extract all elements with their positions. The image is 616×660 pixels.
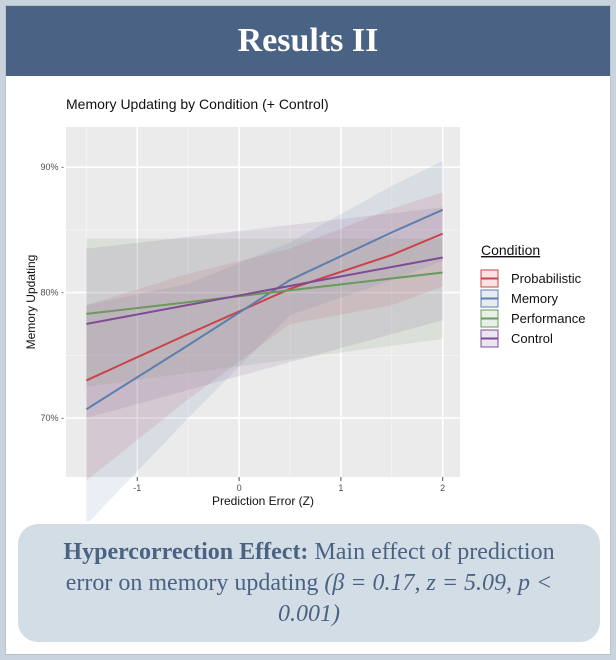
ribbon-probabilistic (86, 192, 443, 481)
results-panel: Results II Memory Updating by Condition … (5, 5, 611, 655)
slide-title: Results II (237, 22, 379, 59)
legend-label-memory: Memory (511, 291, 558, 306)
line-probabilistic (85, 232, 444, 382)
ribbon-performance (86, 238, 443, 387)
summary-body: Main effect of prediction error on memor… (65, 538, 555, 596)
line-memory (85, 208, 444, 411)
x-tick-label: -1 (133, 483, 141, 493)
confidence-ribbons (86, 160, 443, 521)
legend-label-performance: Performance (511, 311, 585, 326)
chart-area: Memory Updating by Condition (+ Control)… (6, 76, 610, 521)
memory-updating-chart: Memory Updating by Condition (+ Control)… (24, 96, 585, 521)
y-tick-label: 80% - (40, 288, 64, 298)
x-tick-label: 1 (338, 483, 343, 493)
summary-box: Hypercorrection Effect: Main effect of p… (18, 524, 600, 642)
series-lines (85, 208, 444, 411)
x-tick-label: 2 (440, 483, 445, 493)
chart-title: Memory Updating by Condition (+ Control) (66, 96, 329, 112)
legend-label-control: Control (511, 331, 553, 346)
x-tick-label: 0 (237, 483, 242, 493)
legend-label-probabilistic: Probabilistic (511, 271, 582, 286)
slide-header: Results II (6, 6, 610, 76)
y-tick-label: 90% - (40, 162, 64, 172)
summary-text: Hypercorrection Effect: Main effect of p… (38, 537, 580, 630)
line-control (86, 256, 443, 325)
summary-lead: Hypercorrection Effect: (63, 538, 309, 565)
x-axis-ticks: -1 0 1 2 (133, 477, 445, 493)
grid-lines (66, 127, 460, 477)
x-axis-label: Prediction Error (Z) (212, 494, 314, 508)
summary-stat: (β = 0.17, z = 5.09, p < 0.001) (278, 569, 553, 627)
legend: Condition Probabilistic Memory Performance… (480, 242, 585, 348)
line-performance (86, 271, 443, 315)
legend-title: Condition (481, 242, 540, 258)
y-tick-label: 70% - (40, 413, 64, 423)
y-axis-ticks: 70% - 80% - 90% - (40, 162, 64, 423)
y-axis-label: Memory Updating (24, 255, 38, 350)
ribbon-control (86, 207, 443, 419)
